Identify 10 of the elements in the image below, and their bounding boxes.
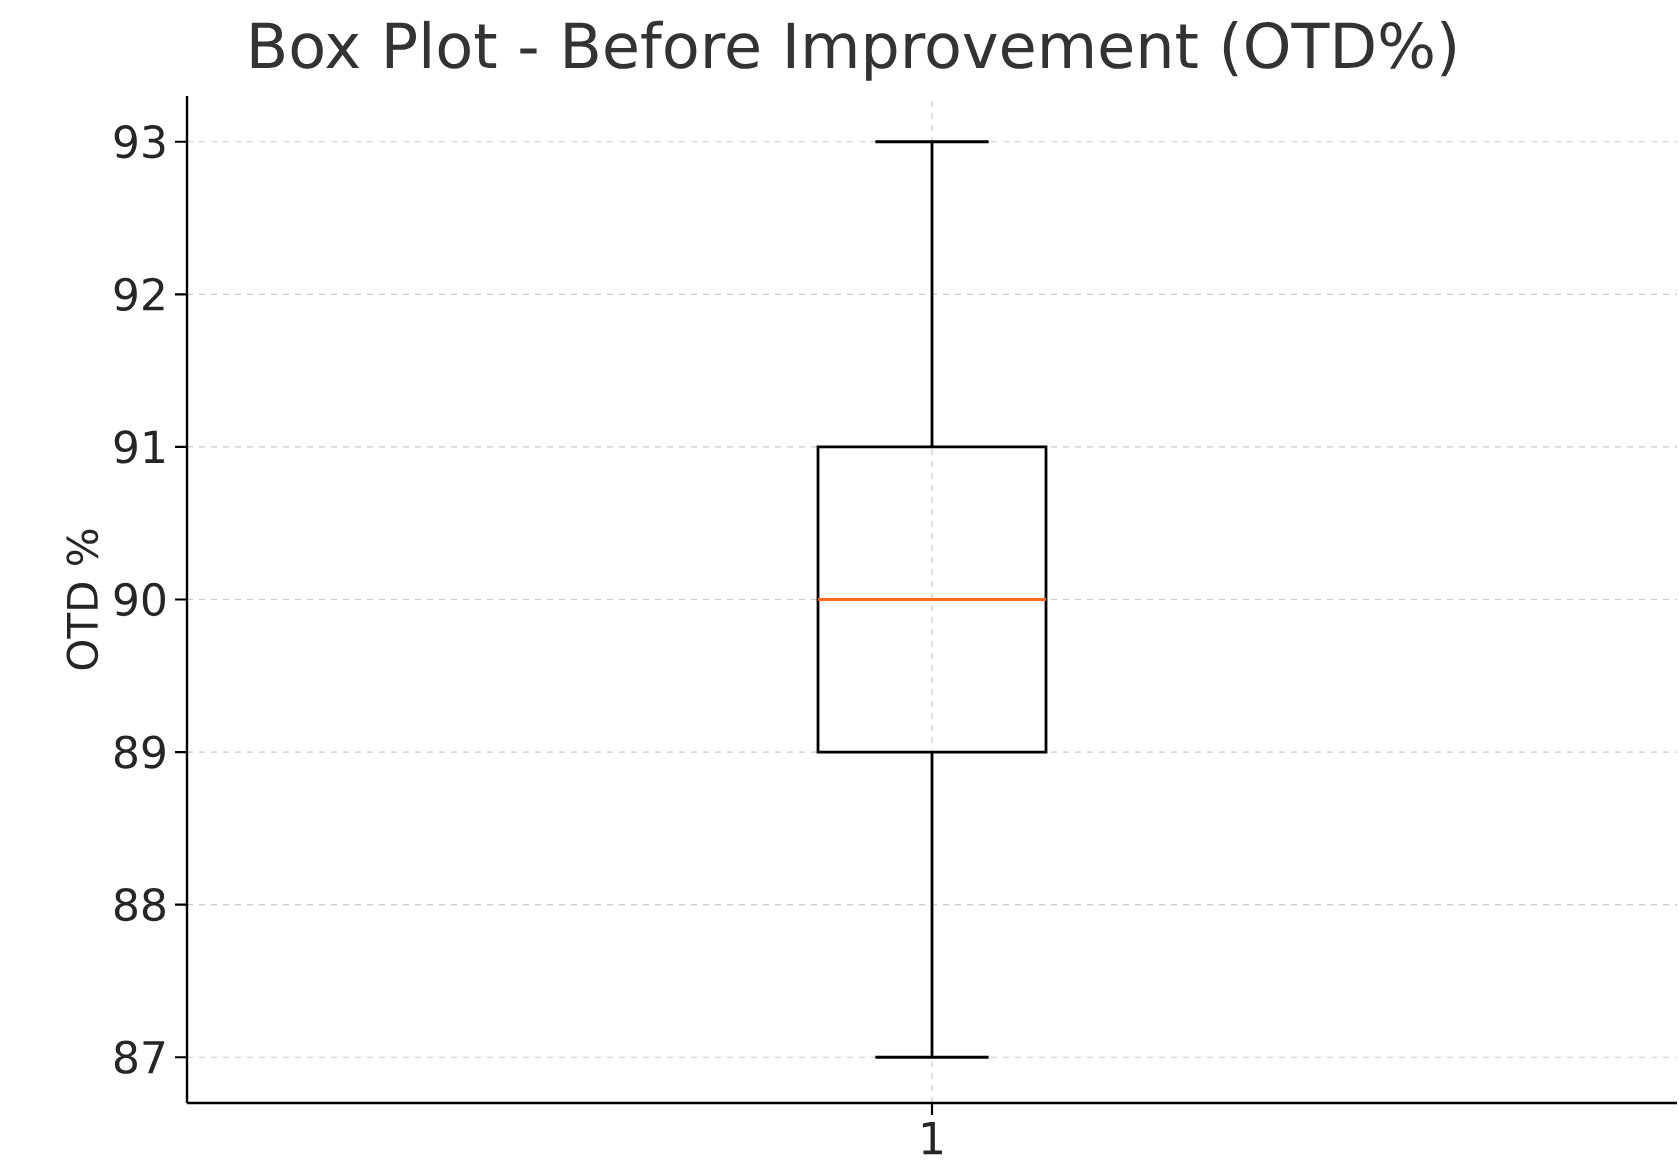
chart-title: Box Plot - Before Improvement (OTD%): [251, 20, 1455, 81]
y-tick-label: 91: [114, 430, 164, 464]
y-tick-label: 93: [114, 125, 165, 159]
y-tick-label: 88: [114, 888, 165, 922]
y-tick-label: 89: [114, 735, 165, 769]
y-tick-label: 90: [114, 582, 165, 617]
y-tick-label: 92: [114, 277, 164, 311]
x-tick-label: 1: [922, 1122, 942, 1155]
y-axis-title: OTD %: [66, 529, 99, 670]
y-tick-label: 87: [114, 1040, 165, 1074]
